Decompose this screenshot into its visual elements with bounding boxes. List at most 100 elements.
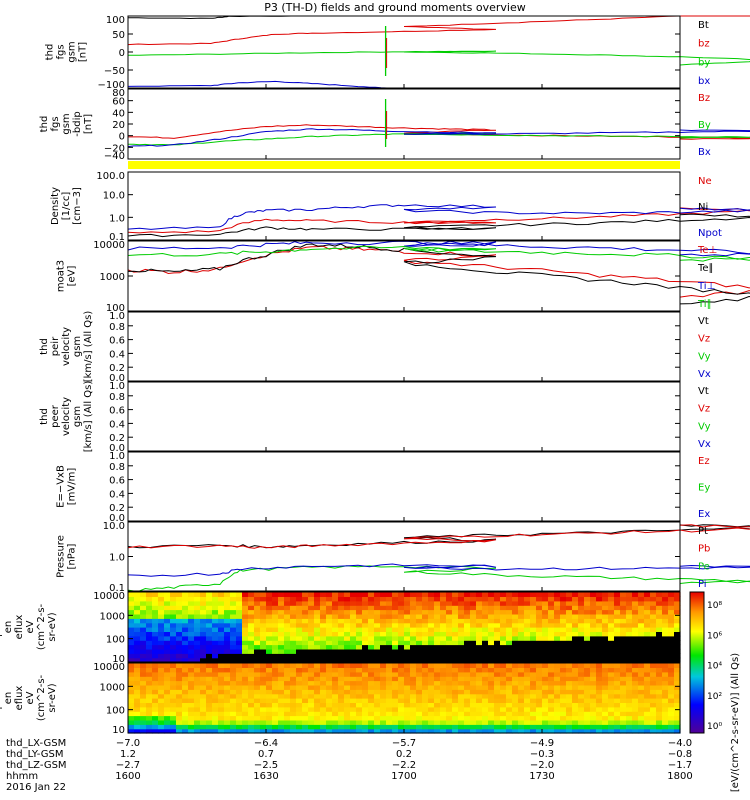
spectrogram-cell — [530, 689, 537, 695]
spectrogram-cell — [182, 635, 189, 641]
spectrogram-cell — [398, 622, 405, 628]
spectrogram-cell — [566, 684, 573, 690]
y-axis-label: eV — [25, 691, 36, 704]
spectrogram-cell — [194, 663, 201, 668]
legend-Ni: Ni — [698, 202, 708, 213]
spectrogram-cell — [554, 640, 561, 646]
spectrogram-cell — [542, 600, 549, 606]
spectrogram-cell — [578, 613, 585, 619]
spectrogram-cell — [152, 657, 159, 663]
spectrogram-cell — [326, 644, 333, 650]
spectrogram-cell — [584, 676, 591, 682]
x-tick-label: 1800 — [667, 771, 692, 782]
spectrogram-cell — [338, 592, 345, 597]
spectrogram-cell — [182, 706, 189, 712]
spectrogram-cell — [404, 613, 411, 619]
spectrogram-cell — [188, 600, 195, 606]
spectrogram-cell — [572, 657, 579, 663]
spectrogram-cell — [350, 640, 357, 646]
spectrogram-cell — [668, 592, 675, 597]
spectrogram-cell — [662, 644, 669, 650]
spectrogram-cell — [170, 728, 177, 734]
spectrogram-cell — [656, 667, 663, 673]
spectrogram-cell — [284, 702, 291, 708]
spectrogram-cell — [158, 605, 165, 611]
spectrogram-cell — [350, 724, 357, 730]
y-tick-label: 0.1 — [109, 583, 125, 594]
spectrogram-cell — [266, 596, 273, 602]
spectrogram-cell — [284, 706, 291, 712]
spectrogram-cell — [398, 613, 405, 619]
spectrogram-cell — [278, 605, 285, 611]
y-tick-label: 0.8 — [109, 322, 125, 333]
spectrogram-cell — [536, 631, 543, 637]
spectrogram-cell — [662, 592, 669, 597]
spectrogram-cell — [332, 622, 339, 628]
spectrogram-cell — [188, 706, 195, 712]
spectrogram-cell — [350, 627, 357, 632]
spectrogram-cell — [242, 618, 249, 624]
spectrogram-cell — [566, 592, 573, 597]
spectrogram-cell — [530, 640, 537, 646]
y-tick-label: 0.4 — [109, 489, 125, 500]
spectrogram-cell — [530, 605, 537, 611]
spectrogram-cell — [482, 627, 489, 632]
spectrogram-cell — [368, 693, 375, 699]
spectrogram-cell — [194, 706, 201, 712]
spectrogram-cell — [470, 618, 477, 624]
spectrogram-cell — [662, 702, 669, 708]
spectrogram-cell — [272, 715, 279, 721]
spectrogram-cell — [620, 689, 627, 695]
spectrogram-cell — [512, 719, 519, 725]
spectrogram-cell — [584, 689, 591, 695]
spectrogram-cell — [362, 657, 369, 663]
spectrogram-cell — [506, 702, 513, 708]
spectrogram-cell — [566, 689, 573, 695]
spectrogram-cell — [518, 640, 525, 646]
spectrogram-cell — [206, 676, 213, 682]
spectrogram-cell — [326, 702, 333, 708]
spectrogram-cell — [650, 657, 657, 663]
spectrogram-cell — [140, 680, 147, 686]
spectrogram-cell — [590, 644, 597, 650]
spectrogram-cell — [668, 698, 675, 703]
spectrogram-cell — [158, 653, 165, 659]
spectrogram-cell — [506, 671, 513, 677]
x-tick-label: 0.2 — [396, 749, 412, 760]
spectrogram-cell — [344, 706, 351, 712]
spectrogram-cell — [590, 600, 597, 606]
spectrogram-cell — [380, 719, 387, 725]
spectrogram-cell — [176, 605, 183, 611]
spectrogram-cell — [224, 600, 231, 606]
spectrogram-cell — [314, 640, 321, 646]
spectrogram-cell — [194, 667, 201, 673]
spectrogram-cell — [428, 609, 435, 615]
spectrogram-cell — [164, 592, 171, 597]
spectrogram-cell — [158, 618, 165, 624]
spectrogram-cell — [302, 693, 309, 699]
spectrogram-cell — [518, 596, 525, 602]
spectrogram-cell — [542, 644, 549, 650]
spectrogram-cell — [356, 635, 363, 641]
spectrogram-cell — [662, 618, 669, 624]
spectrogram-cell — [500, 631, 507, 637]
spectrogram-cell — [464, 605, 471, 611]
spectrogram-cell — [572, 653, 579, 659]
spectrogram-cell — [638, 605, 645, 611]
spectrogram-cell — [224, 706, 231, 712]
spectrogram-cell — [554, 706, 561, 712]
spectrogram-cell — [458, 605, 465, 611]
spectrogram-cell — [560, 702, 567, 708]
spectrogram-cell — [452, 648, 459, 654]
spectrogram-cell — [266, 715, 273, 721]
spectrogram-cell — [584, 657, 591, 663]
spectrogram-cell — [350, 648, 357, 654]
y-axis-label: thd — [39, 116, 50, 133]
spectrogram-cell — [368, 663, 375, 668]
spectrogram-cell — [176, 663, 183, 668]
spectrogram-cell — [548, 627, 555, 632]
spectrogram-cell — [542, 609, 549, 615]
spectrogram-cell — [206, 592, 213, 597]
spectrogram-cell — [374, 706, 381, 712]
spectrogram-cell — [344, 631, 351, 637]
